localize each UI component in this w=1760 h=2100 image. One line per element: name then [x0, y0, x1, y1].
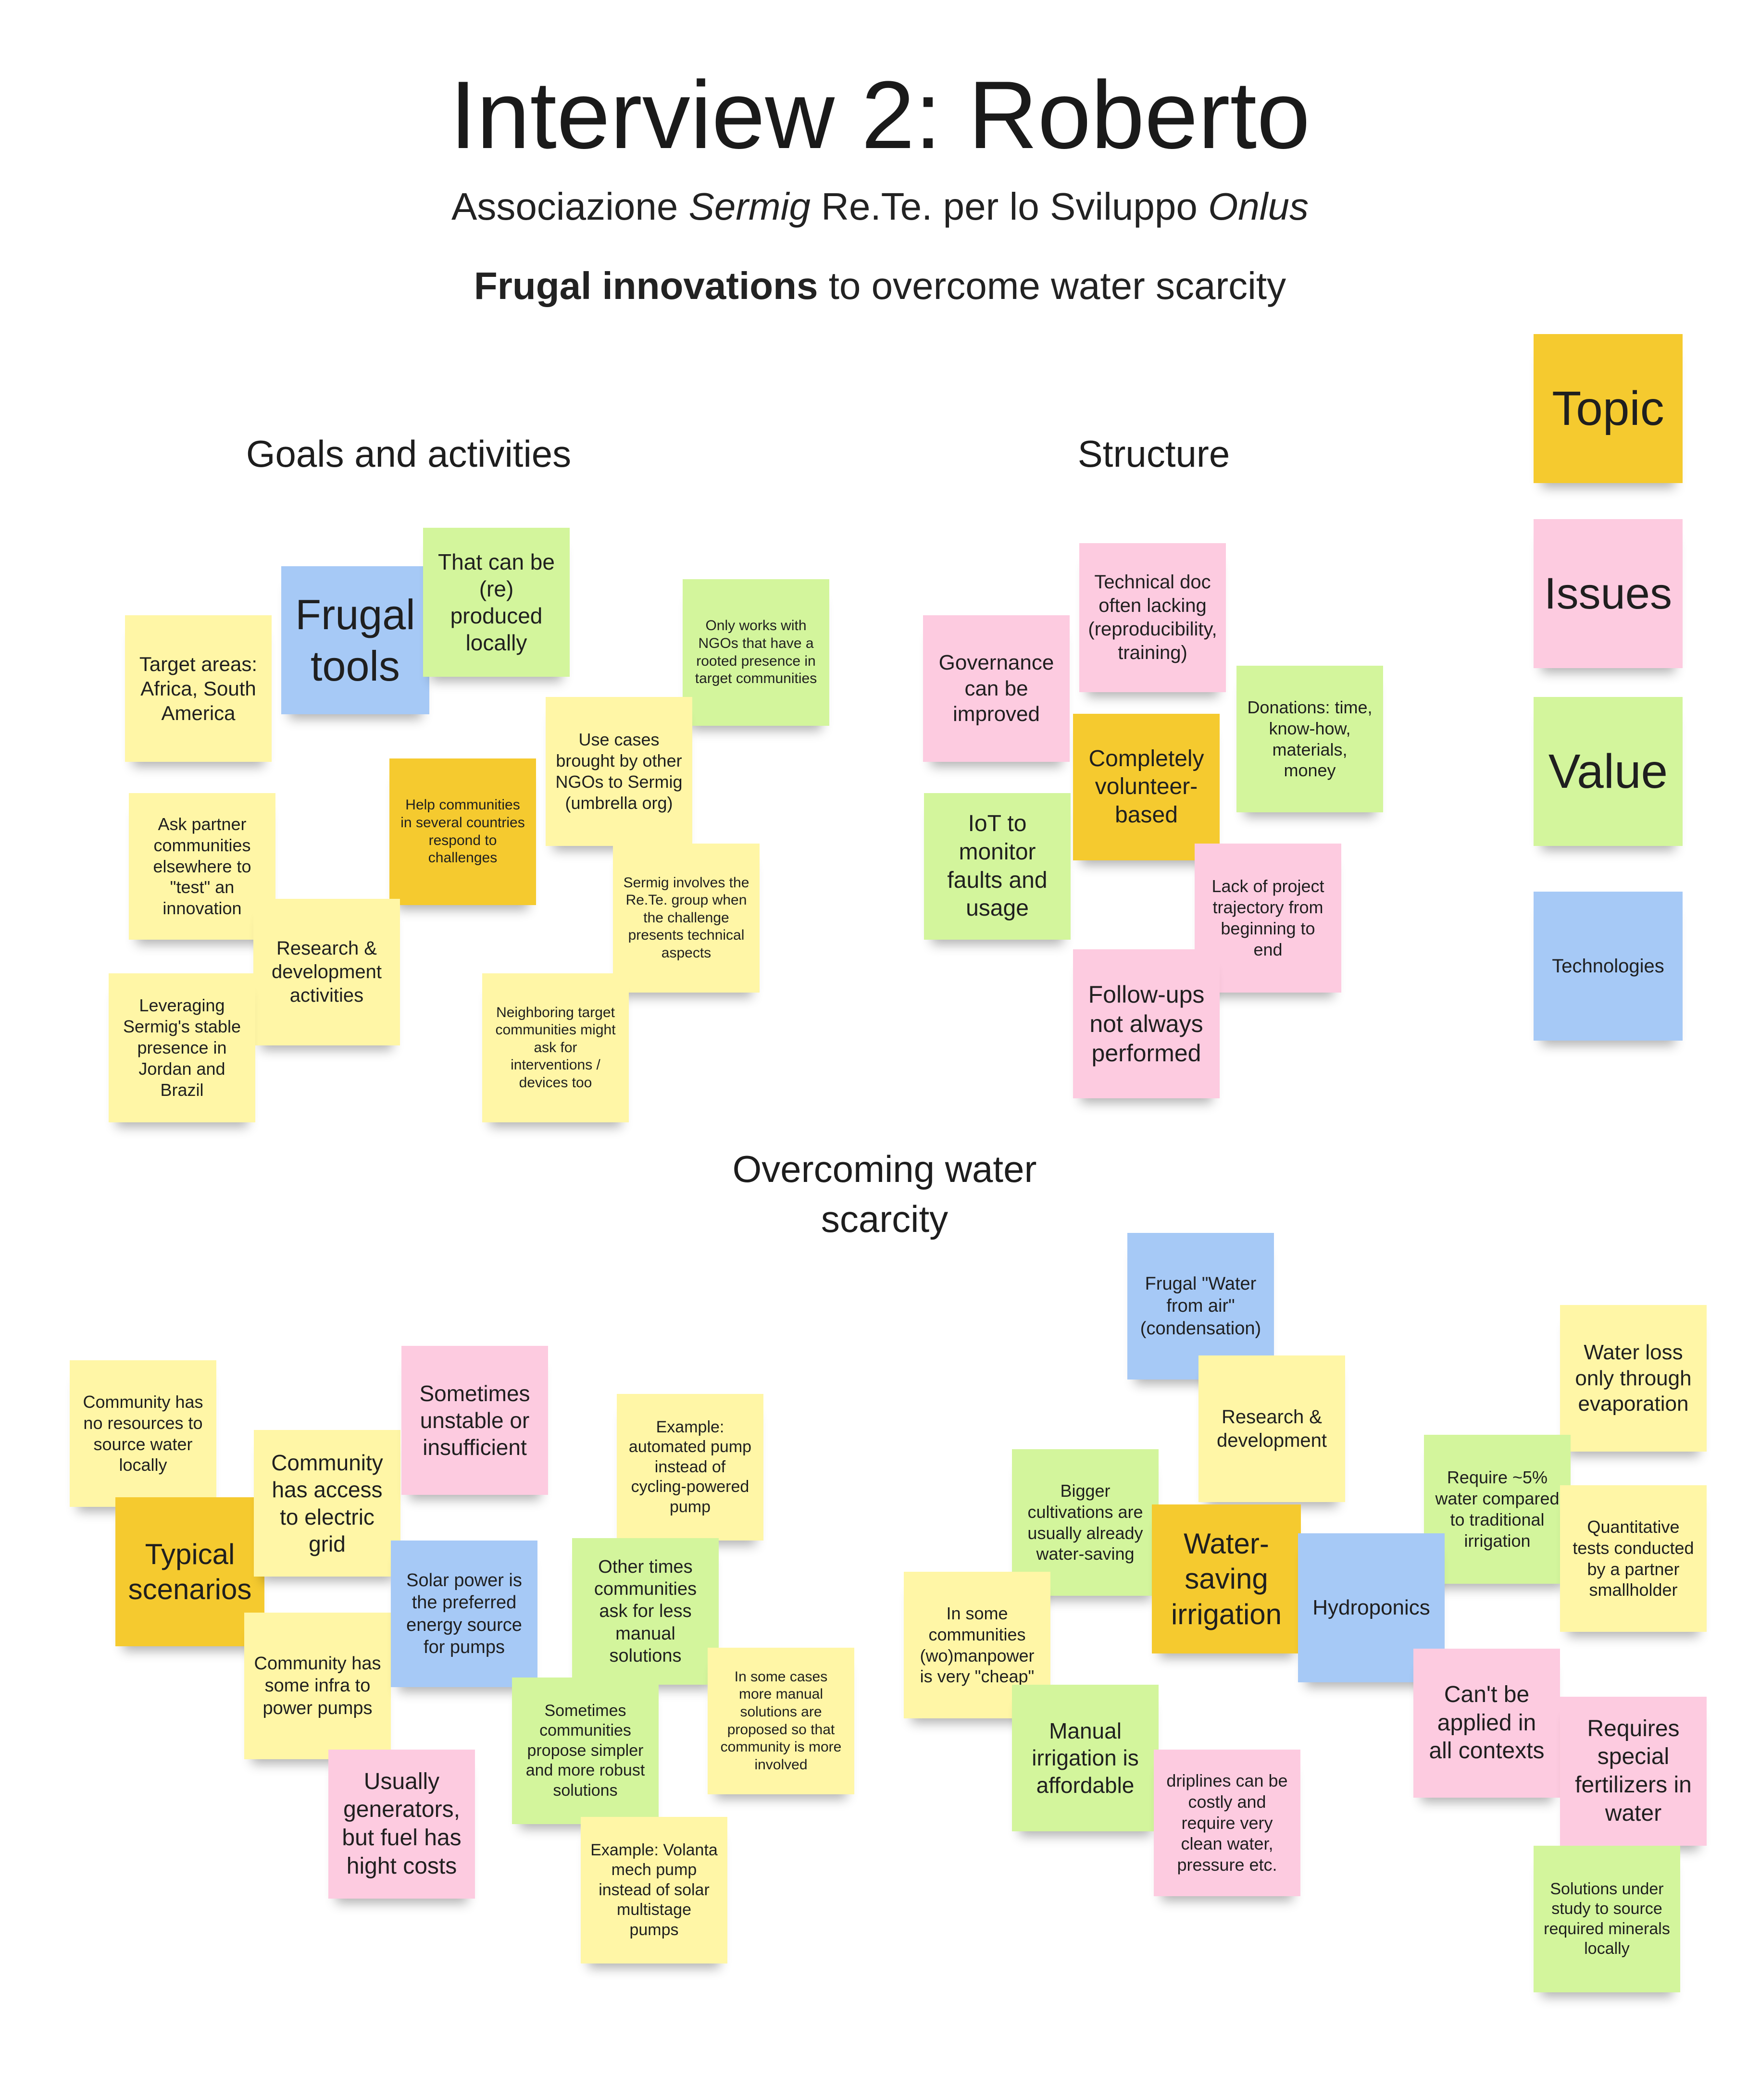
- note-generators: Usually generators, but fuel has hight c…: [328, 1750, 475, 1899]
- note-community-no-resources: Community has no resources to source wat…: [70, 1360, 216, 1507]
- note-driplines: driplines can be costly and require very…: [1154, 1750, 1300, 1896]
- page-theme: Frugal innovations to overcome water sca…: [0, 262, 1760, 310]
- note-technical-doc: Technical doc often lacking (reproducibi…: [1079, 543, 1226, 692]
- note-neighboring: Neighboring target communities might ask…: [482, 973, 629, 1122]
- note-volunteer: Completely volunteer-based: [1073, 714, 1220, 860]
- page-subtitle: Associazione Sermig Re.Te. per lo Svilup…: [0, 183, 1760, 231]
- note-solutions-under-study: Solutions under study to source required…: [1534, 1846, 1680, 1992]
- note-water-loss: Water loss only through evaporation: [1560, 1305, 1707, 1452]
- section-water-heading: Overcoming water scarcity: [732, 1148, 1037, 1240]
- note-bigger-cultivations: Bigger cultivations are usually already …: [1012, 1449, 1159, 1596]
- legend-topic: Topic: [1534, 334, 1683, 483]
- page-title: Interview 2: Roberto: [449, 62, 1311, 169]
- note-example-automated: Example: automated pump instead of cycli…: [617, 1394, 763, 1541]
- subtitle-part-italic: Onlus: [1208, 185, 1309, 228]
- theme-rest: to overcome water scarcity: [818, 264, 1286, 307]
- legend-technologies: Technologies: [1534, 892, 1683, 1041]
- subtitle-part: Associazione: [451, 185, 689, 228]
- note-help-communities: Help communities in several countries re…: [389, 758, 536, 905]
- note-access-grid: Community has access to electric grid: [254, 1430, 400, 1577]
- theme-bold: Frugal innovations: [474, 264, 818, 307]
- note-iot: IoT to monitor faults and usage: [924, 793, 1071, 940]
- note-require-5: Require ~5% water compared to traditiona…: [1424, 1435, 1571, 1584]
- subtitle-part-italic: Sermig: [688, 185, 811, 228]
- note-follow-ups: Follow-ups not always performed: [1073, 949, 1220, 1098]
- note-produced-locally: That can be (re) produced locally: [423, 528, 570, 677]
- note-research-dev: Research & development: [1198, 1355, 1345, 1502]
- note-some-infra: Community has some infra to power pumps: [244, 1613, 391, 1759]
- subtitle-part: Re.Te. per lo Sviluppo: [810, 185, 1209, 228]
- note-frugal-tools: Frugal tools: [281, 566, 429, 714]
- note-typical-scenarios: Typical scenarios: [115, 1497, 264, 1646]
- note-water-from-air: Frugal "Water from air" (condensation): [1127, 1233, 1274, 1379]
- note-manual-affordable: Manual irrigation is affordable: [1012, 1685, 1159, 1831]
- note-in-some-cases: In some cases more manual solutions are …: [708, 1648, 854, 1794]
- section-goals-heading: Goals and activities: [246, 433, 572, 475]
- legend-issues: Issues: [1534, 519, 1683, 668]
- note-sometimes-simpler: Sometimes communities propose simpler an…: [512, 1678, 659, 1824]
- note-leveraging: Leveraging Sermig's stable presence in J…: [109, 973, 255, 1122]
- note-requires-fertilizers: Requires special fertilizers in water: [1560, 1697, 1707, 1846]
- note-unstable: Sometimes unstable or insufficient: [401, 1346, 548, 1495]
- section-structure-heading: Structure: [1077, 433, 1230, 475]
- note-solar-preferred: Solar power is the preferred energy sour…: [391, 1541, 537, 1687]
- note-governance: Governance can be improved: [923, 615, 1070, 762]
- note-use-cases: Use cases brought by other NGOs to Sermi…: [546, 697, 692, 846]
- note-only-ngos: Only works with NGOs that have a rooted …: [683, 579, 829, 726]
- note-sermig-involves: Sermig involves the Re.Te. group when th…: [613, 844, 760, 993]
- note-other-times: Other times communities ask for less man…: [572, 1538, 719, 1685]
- note-example-volanta: Example: Volanta mech pump instead of so…: [581, 1817, 727, 1963]
- note-donations: Donations: time, know-how, materials, mo…: [1236, 666, 1383, 812]
- note-target-areas: Target areas: Africa, South America: [125, 615, 272, 762]
- note-water-saving: Water-saving irrigation: [1152, 1504, 1301, 1653]
- note-ask-partner: Ask partner communities elsewhere to "te…: [129, 793, 275, 940]
- note-quantitative-tests: Quantitative tests conducted by a partne…: [1560, 1485, 1707, 1632]
- note-cant-be-applied: Can't be applied in all contexts: [1413, 1649, 1560, 1798]
- legend-value: Value: [1534, 697, 1683, 846]
- note-research-dev-activities: Research & development activities: [253, 899, 400, 1045]
